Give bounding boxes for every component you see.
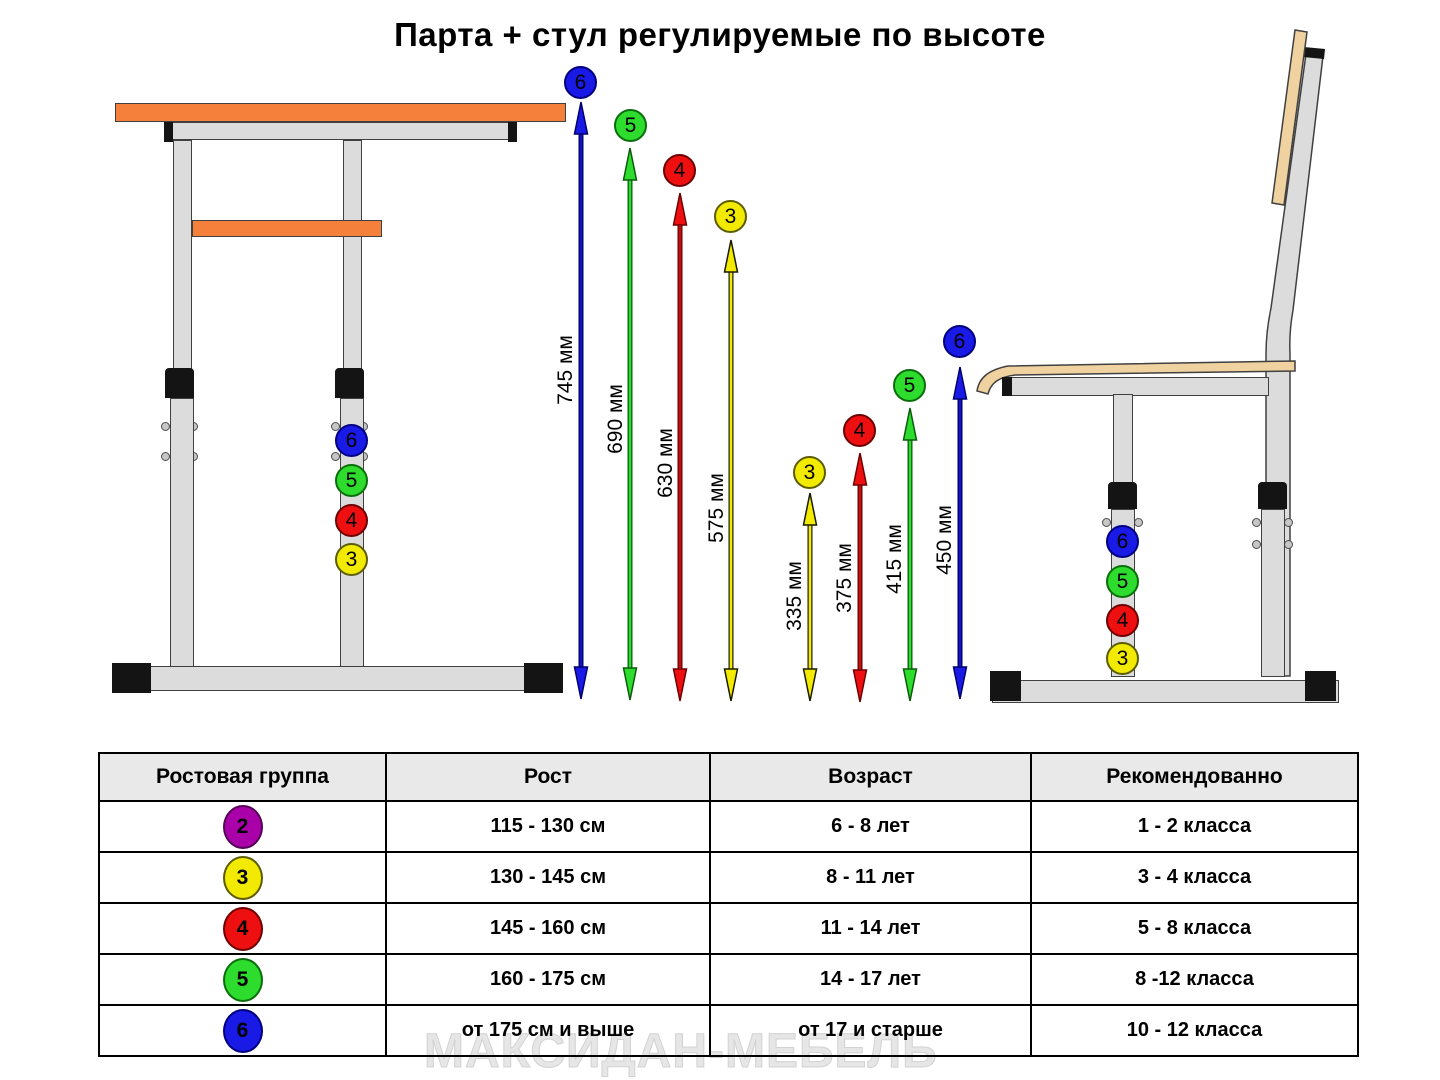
desk-foot-right [524,663,563,693]
desk-leg-badge-6: 6 [335,424,368,457]
desk-height-adjuster-left [165,368,194,398]
desk-tabletop [115,103,566,122]
age-cell: 14 - 17 лет [709,953,1032,1006]
chair-arrow-450 [952,366,968,700]
row-group-badge: 5 [222,957,263,1002]
group-badge-3: 3 [714,200,747,233]
chair-height-adjuster-front [1108,482,1137,509]
adjuster-knob [1252,518,1261,527]
group-badge-4: 4 [663,154,696,187]
desk-arrow-745 [573,101,589,700]
group-badge-4: 4 [843,414,876,447]
chair-foot-left [990,671,1021,701]
dim-label-690: 690 мм [604,384,627,454]
adjuster-knob [331,452,340,461]
chair-leg-badge-4: 4 [1106,604,1139,637]
desk-arrow-575 [723,239,739,702]
chair-foot-right [1305,671,1336,701]
table-header-row: Ростовая группа Рост Возраст Рекомендова… [98,752,1359,802]
desk-leg-badge-4: 4 [335,504,368,537]
desk-base [113,666,563,691]
chair-frame-cap [1303,47,1325,59]
table-row: 6 от 175 см и выше от 17 и старше 10 - 1… [98,1004,1359,1057]
chair-leg-badge-6: 6 [1106,525,1139,558]
size-group-table: Ростовая группа Рост Возраст Рекомендова… [98,752,1359,1057]
desk-footrest [192,220,382,237]
col-header-recommended: Рекомендованно [1030,752,1359,802]
dim-label-335: 335 мм [783,561,806,631]
chair-leg-badge-3: 3 [1106,642,1139,675]
grades-cell: 5 - 8 класса [1030,902,1359,955]
height-cell: 160 - 175 см [385,953,711,1006]
grades-cell: 1 - 2 класса [1030,800,1359,853]
adjuster-knob [331,422,340,431]
table-row: 4 145 - 160 см 11 - 14 лет 5 - 8 класса [98,902,1359,955]
chair-leg-lower-rear [1261,509,1285,677]
height-cell: 130 - 145 см [385,851,711,904]
dim-label-575: 575 мм [705,473,728,543]
col-header-height: Рост [385,752,711,802]
adjuster-knob [161,452,170,461]
row-group-badge: 3 [222,855,263,900]
desk-apron-bracket-left [164,122,173,142]
chair-arrow-415 [902,407,918,702]
chair-height-adjuster-rear [1258,482,1287,509]
group-badge-5: 5 [614,109,647,142]
page-title: Парта + стул регулируемые по высоте [394,16,1046,53]
height-cell: 115 - 130 см [385,800,711,853]
dim-label-450: 450 мм [933,505,956,575]
age-cell: 11 - 14 лет [709,902,1032,955]
row-group-badge: 4 [222,906,263,951]
desk-foot-left [112,663,151,693]
table-row: 2 115 - 130 см 6 - 8 лет 1 - 2 класса [98,800,1359,853]
desk-leg-lower-left [170,398,194,668]
desk-apron-bracket-right [508,122,517,142]
dim-label-415: 415 мм [883,524,906,594]
age-cell: 6 - 8 лет [709,800,1032,853]
adjuster-knob [161,422,170,431]
desk-arrow-630 [672,192,688,702]
chair-leg-badge-5: 5 [1106,565,1139,598]
adjuster-knob [1252,540,1261,549]
row-group-badge: 6 [222,1008,263,1053]
dim-label-630: 630 мм [654,428,677,498]
group-badge-3: 3 [793,456,826,489]
col-header-group: Ростовая группа [98,752,387,802]
grades-cell: 10 - 12 класса [1030,1004,1359,1057]
desk-leg-badge-3: 3 [335,543,368,576]
desk-height-adjuster-right [335,368,364,398]
grades-cell: 8 -12 класса [1030,953,1359,1006]
dim-label-375: 375 мм [833,543,856,613]
table-row: 3 130 - 145 см 8 - 11 лет 3 - 4 класса [98,851,1359,904]
group-badge-5: 5 [893,369,926,402]
height-cell: 145 - 160 см [385,902,711,955]
height-cell: от 175 см и выше [385,1004,711,1057]
group-badge-6: 6 [564,66,597,99]
chair-arrow-375 [852,452,868,703]
chair-backrest [1271,29,1308,206]
chair-seat [976,360,1296,395]
desk-arrow-690 [622,147,638,701]
age-cell: 8 - 11 лет [709,851,1032,904]
dim-label-745: 745 мм [554,335,577,405]
chair-arrow-335 [802,492,818,702]
grades-cell: 3 - 4 класса [1030,851,1359,904]
table-row: 5 160 - 175 см 14 - 17 лет 8 -12 класса [98,953,1359,1006]
row-group-badge: 2 [222,804,263,849]
adjuster-knob [1102,518,1111,527]
chair-rail-bracket [1002,377,1012,396]
col-header-age: Возраст [709,752,1032,802]
desk-leg-badge-5: 5 [335,464,368,497]
age-cell: от 17 и старше [709,1004,1032,1057]
group-badge-6: 6 [943,325,976,358]
